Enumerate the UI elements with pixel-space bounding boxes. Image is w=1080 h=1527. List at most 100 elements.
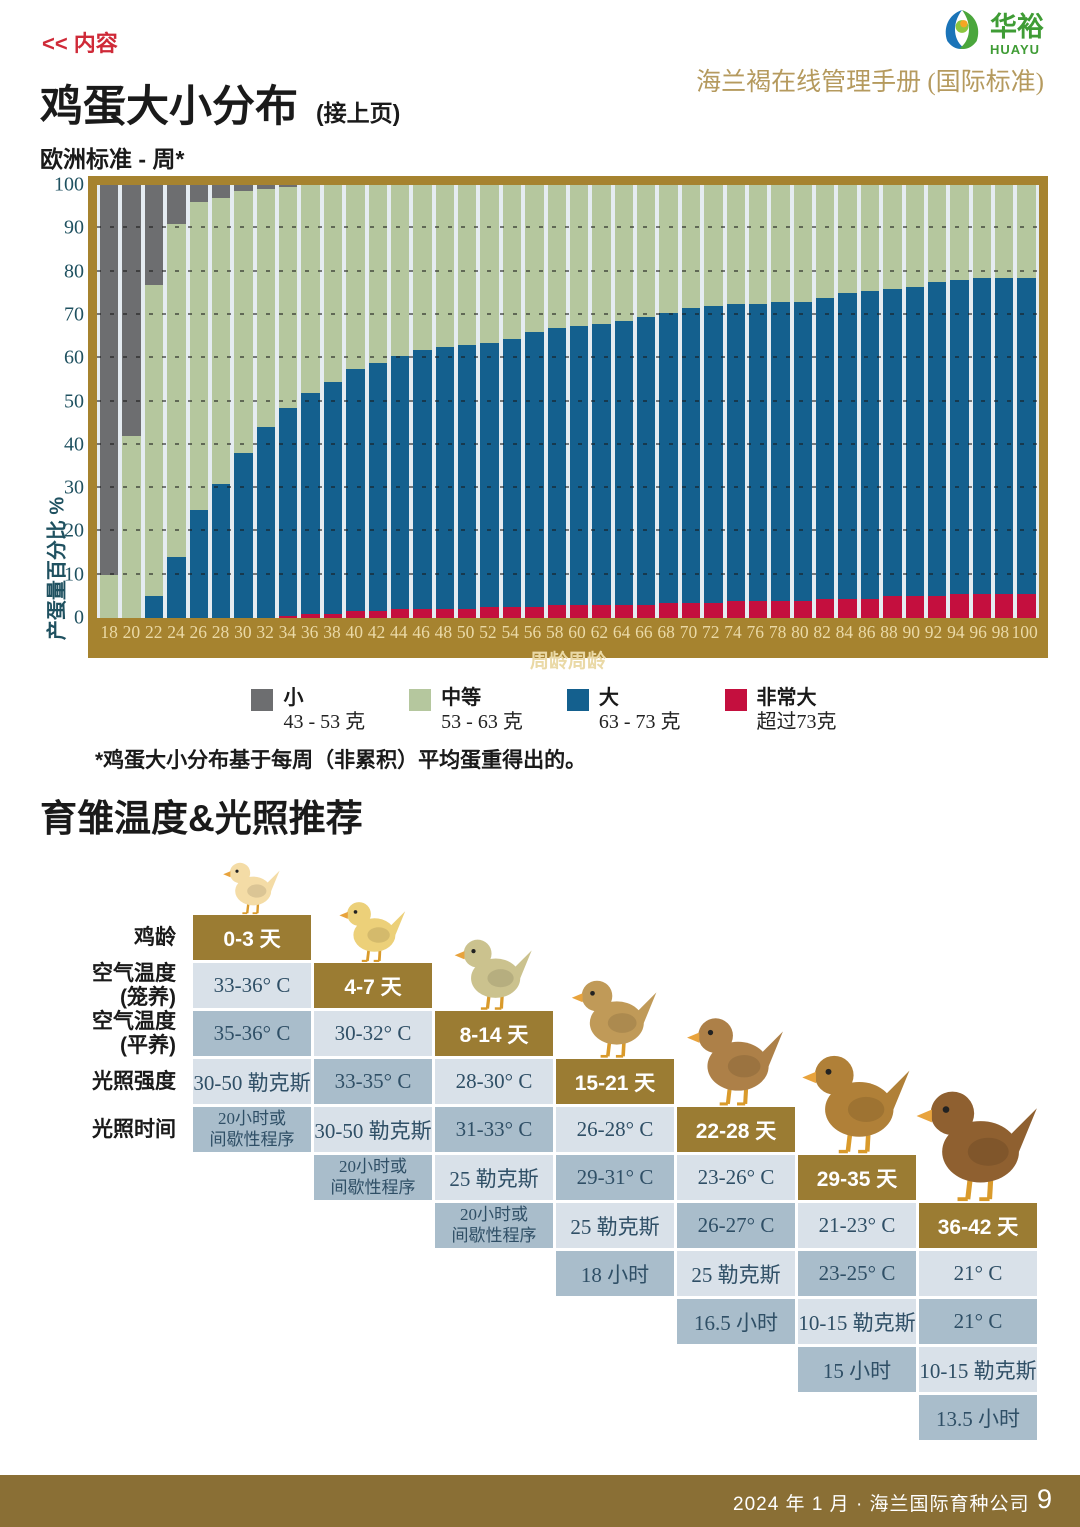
x-tick-84: 84: [835, 621, 854, 642]
x-tick-96: 96: [969, 621, 987, 642]
bar-segment-中等: [569, 185, 589, 326]
cell-light_hours-15-21 天: 18 小时: [556, 1251, 674, 1296]
bar-stack: [390, 185, 410, 618]
bar-week-90: [904, 185, 926, 618]
bar-week-66: [635, 185, 657, 618]
x-tick-46: 46: [412, 621, 430, 642]
bar-segment-小: [100, 185, 119, 575]
cell-cage_temp-0-3 天: 33-36° C: [193, 963, 311, 1008]
bar-stack: [368, 185, 387, 618]
bar-stack: [569, 185, 589, 618]
bar-segment-非常大: [883, 596, 902, 618]
x-tick-38: 38: [323, 621, 341, 642]
x-tick-22: 22: [144, 621, 163, 642]
bar-segment-非常大: [995, 594, 1014, 618]
age-header-15-21 天: 15-21 天: [556, 1059, 674, 1104]
bar-week-56: [523, 185, 545, 618]
bar-segment-非常大: [368, 611, 387, 618]
bar-stack: [905, 185, 924, 618]
bar-week-92: [926, 185, 948, 618]
bar-segment-中等: [323, 185, 343, 382]
bars: [97, 185, 1039, 618]
y-tick-90: 90: [64, 216, 84, 239]
bar-stack: [167, 185, 186, 618]
bar-week-86: [859, 185, 881, 618]
legend-text-大: 大 63 - 73 克: [599, 686, 681, 735]
bar-segment-非常大: [793, 600, 812, 618]
x-axis-title: 周龄周龄: [529, 651, 606, 672]
bar-segment-中等: [771, 185, 790, 302]
cell-light_hours-22-28 天: 16.5 小时: [677, 1299, 795, 1344]
huayu-logo: 华裕 HUAYU: [940, 8, 1044, 61]
x-tick-76: 76: [746, 621, 765, 642]
bar-stack: [927, 185, 947, 618]
bar-segment-中等: [681, 185, 701, 309]
chick-icon-36-42 天: [914, 1075, 1042, 1208]
x-tick-52: 52: [479, 621, 497, 642]
bar-segment-大: [234, 453, 253, 618]
bar-stack: [972, 185, 991, 618]
bar-week-74: [725, 185, 747, 618]
x-tick-80: 80: [791, 621, 809, 642]
bar-week-32: [255, 185, 277, 618]
legend-item-小: 小 43 - 53 克: [251, 686, 365, 735]
bar-segment-小: [256, 185, 275, 190]
bar-segment-中等: [950, 185, 969, 281]
cell-light_intensity-29-35 天: 10-15 勒克斯: [798, 1299, 916, 1344]
legend-text-小: 小 43 - 53 克: [283, 686, 365, 735]
bar-stack: [704, 185, 723, 618]
bar-week-22: [143, 185, 165, 618]
bar-stack: [144, 185, 164, 618]
bar-segment-大: [838, 293, 857, 599]
gridline-70: [97, 312, 1039, 315]
x-tick-74: 74: [724, 621, 742, 642]
bar-stack: [614, 185, 633, 618]
x-tick-66: 66: [635, 621, 653, 642]
bar-week-34: [277, 185, 299, 618]
bar-segment-非常大: [950, 594, 969, 618]
page-title-main: 鸡蛋大小分布: [40, 83, 298, 131]
legend-text-中等: 中等 53 - 63 克: [441, 686, 523, 735]
bar-segment-中等: [346, 185, 365, 370]
gridline-90: [97, 226, 1039, 229]
chart-legend: 小 43 - 53 克 中等 53 - 63 克 大 63 - 73 克 非常大 超过73克: [40, 686, 1048, 735]
back-to-contents-link[interactable]: << 内容: [42, 31, 118, 56]
chart-frame: 18 20 22 24 26 28 30 32 34 36 38 40 42 44 46 48 50 52 54 56…: [88, 176, 1048, 672]
chick-icon-0-3 天: [222, 855, 282, 920]
bar-segment-非常大: [816, 598, 835, 618]
bar-segment-中等: [368, 185, 387, 363]
y-tick-0: 0: [74, 606, 84, 629]
cell-cage_temp-15-21 天: 26-28° C: [556, 1107, 674, 1152]
bar-segment-大: [458, 345, 477, 610]
cell-light_intensity-22-28 天: 25 勒克斯: [677, 1251, 795, 1296]
bar-segment-大: [704, 306, 723, 603]
brooding-section-title: 育雏温度&光照推荐: [40, 798, 363, 839]
bar-segment-大: [995, 278, 1014, 595]
bar-segment-中等: [122, 436, 141, 618]
bar-stack: [346, 185, 365, 618]
egg-size-chart: 产蛋量百分比 % 0 10 20 30 40 50 60 70 80 90 100 18 20 22 24…: [40, 173, 1048, 672]
bar-stack: [323, 185, 343, 618]
bar-week-68: [657, 185, 679, 618]
cell-floor_temp-0-3 天: 35-36° C: [193, 1011, 311, 1056]
bar-segment-非常大: [1017, 594, 1036, 618]
x-tick-94: 94: [947, 621, 965, 642]
bar-segment-大: [569, 325, 589, 605]
bar-stack: [279, 185, 298, 618]
gridline-40: [97, 442, 1039, 445]
y-tick-40: 40: [64, 433, 84, 456]
bar-week-36: [299, 185, 321, 618]
legend-name: 大: [598, 687, 619, 709]
chart-subtitle: 欧洲标准 - 周*: [40, 146, 185, 172]
cell-cage_temp-29-35 天: 21-23° C: [798, 1203, 916, 1248]
bar-week-24: [165, 185, 187, 618]
bar-week-20: [120, 185, 142, 618]
x-tick-24: 24: [167, 621, 185, 642]
x-tick-18: 18: [100, 621, 118, 642]
bar-stack: [100, 185, 119, 618]
bar-week-30: [232, 185, 254, 618]
bar-segment-大: [1017, 278, 1036, 595]
cell-cage_temp-8-14 天: 28-30° C: [435, 1059, 553, 1104]
cell-light_intensity-8-14 天: 25 勒克斯: [435, 1155, 553, 1200]
y-tick-100: 100: [54, 173, 84, 196]
